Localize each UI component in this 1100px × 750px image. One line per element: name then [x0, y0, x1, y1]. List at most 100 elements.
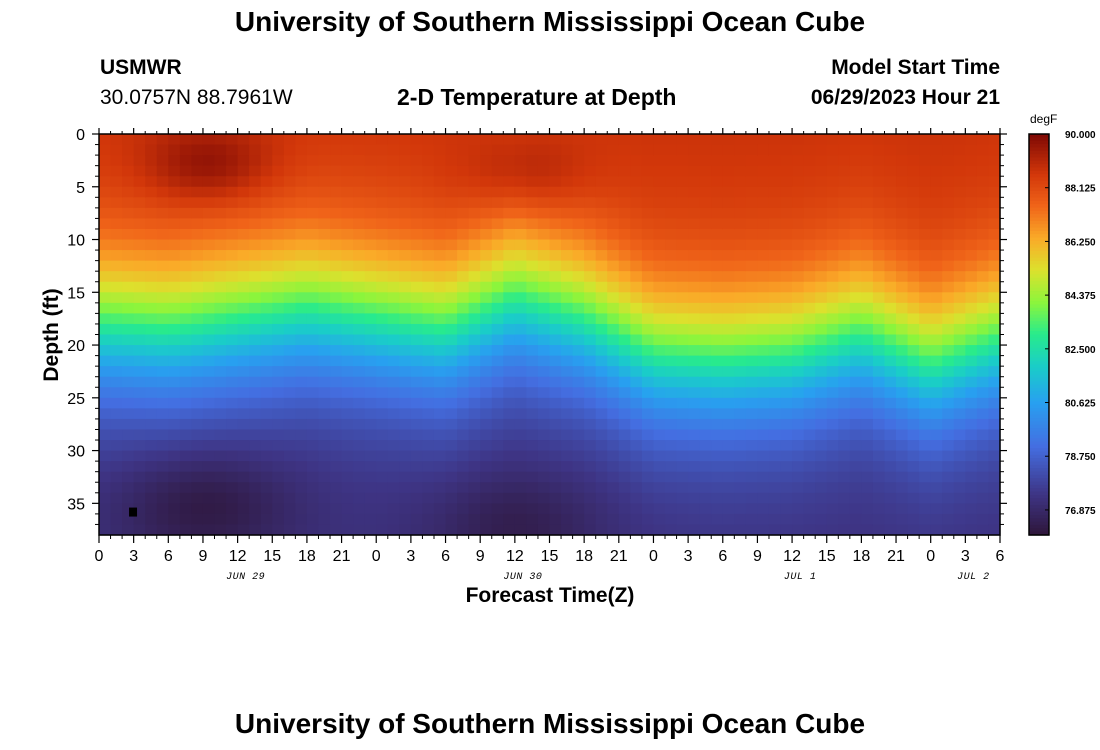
heatmap-cell [815, 513, 828, 526]
heatmap-cell [988, 397, 1001, 409]
heatmap-cell [757, 408, 770, 420]
heatmap-cell [884, 313, 897, 325]
heatmap-cell [930, 345, 943, 357]
heatmap-cell [110, 461, 123, 473]
heatmap-cell [711, 292, 724, 304]
heatmap-cell [688, 144, 701, 156]
heatmap-cell [122, 134, 135, 146]
heatmap-cell [988, 239, 1001, 251]
heatmap-cell [341, 376, 354, 388]
heatmap-cell [815, 524, 828, 536]
heatmap-cell [780, 313, 793, 325]
heatmap-cell [953, 313, 966, 325]
heatmap-cell [214, 471, 227, 483]
heatmap-cell [191, 334, 204, 346]
heatmap-cell [965, 186, 978, 198]
heatmap-cell [780, 376, 793, 388]
heatmap-cell [884, 134, 897, 146]
model-start-label: Model Start Time [831, 56, 1000, 79]
heatmap-cell [722, 218, 735, 230]
colorbar-segment [1029, 448, 1049, 453]
heatmap-cell [607, 429, 620, 441]
heatmap-cell [872, 292, 886, 304]
heatmap-cell [133, 323, 146, 336]
heatmap-cell [722, 355, 735, 367]
heatmap-cell [526, 355, 539, 367]
heatmap-cell [399, 366, 412, 378]
colorbar-segment [1029, 274, 1049, 279]
heatmap-cell [376, 345, 389, 357]
heatmap-cell [549, 323, 562, 336]
heatmap-cell [595, 186, 608, 198]
heatmap-cell [838, 492, 851, 504]
heatmap-cell [433, 165, 447, 177]
heatmap-cell [376, 218, 389, 230]
heatmap-cell [468, 313, 481, 325]
heatmap-cell [122, 323, 135, 336]
heatmap-cell [168, 207, 181, 220]
heatmap-cell [272, 155, 285, 167]
heatmap-cell [549, 429, 562, 441]
heatmap-cell [514, 440, 527, 452]
heatmap-cell [930, 165, 943, 177]
heatmap-cell [641, 471, 655, 483]
heatmap-cell [110, 228, 123, 241]
heatmap-cell [618, 334, 631, 346]
heatmap-cell [410, 408, 424, 420]
colorbar-segment [1029, 237, 1049, 242]
heatmap-cell [237, 302, 250, 314]
heatmap-cell [191, 461, 204, 473]
heatmap-cell [965, 376, 978, 388]
heatmap-cell [861, 461, 874, 473]
heatmap-cell [688, 250, 701, 262]
heatmap-cell [237, 271, 250, 283]
heatmap-cell [145, 313, 158, 325]
heatmap-cell [537, 144, 551, 156]
heatmap-cell [457, 429, 470, 441]
heatmap-cell [618, 482, 631, 494]
heatmap-cell [214, 155, 227, 167]
heatmap-cell [191, 144, 204, 156]
heatmap-cell [433, 292, 447, 304]
heatmap-cell [930, 450, 943, 462]
heatmap-cell [330, 461, 343, 473]
heatmap-cell [145, 334, 158, 346]
heatmap-cell [99, 323, 112, 336]
heatmap-cell [272, 334, 285, 346]
heatmap-cell [99, 471, 112, 483]
heatmap-cell [364, 418, 377, 431]
heatmap-cell [110, 197, 123, 209]
heatmap-cell [202, 461, 216, 473]
heatmap-cell [930, 418, 943, 431]
heatmap-cell [387, 334, 400, 346]
heatmap-cell [214, 271, 227, 283]
heatmap-cell [110, 292, 123, 304]
heatmap-cell [249, 218, 262, 230]
heatmap-cell [930, 355, 943, 367]
heatmap-cell [826, 503, 839, 515]
heatmap-cell [653, 323, 666, 336]
heatmap-cell [468, 397, 481, 409]
heatmap-cell [260, 292, 273, 304]
heatmap-cell [387, 271, 400, 283]
heatmap-cell [745, 345, 759, 357]
heatmap-cell [803, 313, 816, 325]
heatmap-cell [838, 186, 851, 198]
heatmap-cell [491, 503, 504, 515]
heatmap-cell [491, 250, 504, 262]
heatmap-cell [549, 524, 562, 536]
heatmap-cell [792, 334, 805, 346]
heatmap-cell [919, 376, 932, 388]
heatmap-cell [283, 239, 296, 251]
heatmap-cell [399, 144, 412, 156]
heatmap-cell [953, 366, 966, 378]
heatmap-cell [930, 503, 943, 515]
heatmap-cell [480, 345, 493, 357]
heatmap-cell [896, 302, 909, 314]
colorbar-segment [1029, 324, 1049, 329]
heatmap-cell [745, 176, 759, 188]
heatmap-cell [653, 471, 666, 483]
heatmap-cell [214, 429, 227, 441]
heatmap-cell [734, 218, 747, 230]
heatmap-cell [514, 418, 527, 431]
